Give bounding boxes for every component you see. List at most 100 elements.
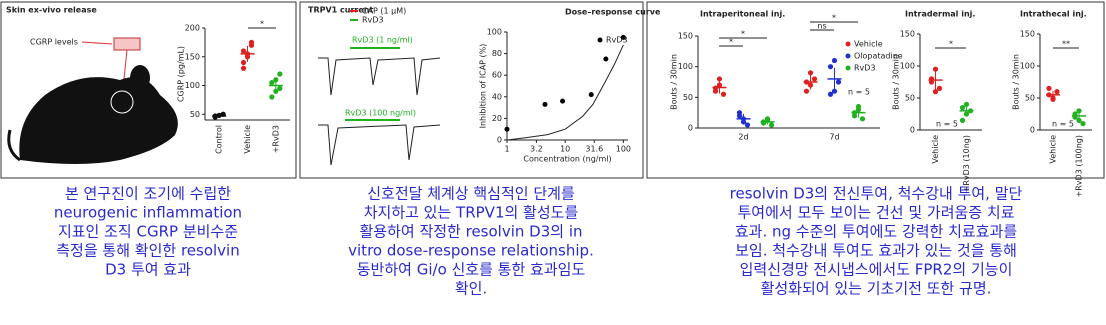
x-tick-label: Vehicle <box>931 135 940 164</box>
y-tick-label: 100 <box>1020 62 1035 71</box>
y-tick-label: 100 <box>487 28 502 37</box>
current-trace <box>318 57 441 96</box>
trace-label: RvD3 (1 ng/ml) <box>352 36 413 45</box>
x-tick-label: Vehicle <box>243 125 252 154</box>
y-tick-label: 0 <box>1030 126 1035 135</box>
chart-title: Intradermal inj. <box>905 10 975 19</box>
data-point <box>959 105 966 111</box>
data-point <box>811 76 818 82</box>
legend-key <box>845 65 851 71</box>
fit-curve <box>506 44 624 141</box>
sig-label: * <box>741 30 745 39</box>
caption-line: 동반하여 Gi/o 신호를 통한 효과임도 <box>357 261 586 279</box>
panel-frame <box>646 1 1105 179</box>
legend-label: RvD3 <box>606 36 628 45</box>
sig-label: * <box>260 20 264 29</box>
x-tick-label: Control <box>215 125 224 154</box>
x-tick-label: +RvD3 (10ng) <box>962 135 971 192</box>
data-point <box>1076 108 1082 114</box>
data-point <box>851 113 858 119</box>
data-point <box>588 92 594 98</box>
y-tick-label: 150 <box>900 30 915 39</box>
y-tick-label: 50 <box>683 93 693 102</box>
caption-line: 보임. 척수강내 투여도 효과가 있는 것을 통해 <box>735 242 1017 260</box>
data-point <box>716 76 723 82</box>
data-point <box>560 98 566 104</box>
data-point <box>720 91 727 97</box>
legend-label: CAP (1 μM) <box>362 7 406 16</box>
data-point <box>1046 85 1052 91</box>
legend-key <box>845 53 851 59</box>
x-tick-label: 100 <box>616 145 631 154</box>
mouse-tail <box>7 129 21 162</box>
data-point <box>248 39 255 45</box>
label: CGRP levels <box>30 38 78 47</box>
sig-label: * <box>832 14 836 23</box>
y-axis-label: Bouts / 30min <box>1012 54 1021 110</box>
y-tick-label: 40 <box>492 92 502 101</box>
caption-line: 측정을 통해 확인한 resolvin <box>56 242 239 260</box>
caption-line: 활성화되어 있는 기초기전 또한 규명. <box>761 280 992 298</box>
arrow <box>81 41 113 45</box>
panel-frame <box>299 1 644 179</box>
x-tick-label: 2d <box>738 133 748 142</box>
data-point <box>959 117 966 123</box>
current-trace <box>318 124 441 166</box>
y-tick-label: 200 <box>185 24 200 33</box>
data-point <box>932 89 939 95</box>
caption-line: resolvin D3의 전신투여, 척수강내 투여, 말단 <box>730 185 1023 203</box>
caption-line: neurogenic inflammation <box>54 204 242 222</box>
y-tick-label: 150 <box>1020 30 1035 39</box>
y-tick-label: 100 <box>185 81 200 90</box>
x-tick-label: 10 <box>560 145 570 154</box>
legend-label: Vehicle <box>854 40 883 49</box>
caption-line: vitro dose-response relationship. <box>348 242 594 260</box>
chart-title: Intrathecal inj. <box>1020 10 1087 19</box>
panel-title: Skin ex-vivo release <box>6 6 97 15</box>
y-tick-label: 50 <box>905 94 915 103</box>
sig-label: ** <box>1062 40 1070 49</box>
x-tick-label: 1 <box>504 145 509 154</box>
data-point <box>269 94 275 100</box>
legend-label: RvD3 <box>854 64 876 73</box>
x-axis-label: Concentration (ng/ml) <box>523 155 611 164</box>
data-point <box>240 65 247 71</box>
y-axis-label: Inhibition of ICAP (%) <box>479 44 488 129</box>
data-point <box>827 91 834 97</box>
data-point <box>831 88 838 94</box>
caption-line: 확인. <box>455 280 487 298</box>
sig-label: * <box>729 38 733 47</box>
data-point <box>240 59 247 66</box>
y-tick-label: 100 <box>900 62 915 71</box>
y-axis-label: Bouts / 30min <box>670 54 679 110</box>
caption-line: D3 투여 효과 <box>105 261 191 279</box>
y-tick-label: 20 <box>492 114 502 123</box>
sig-label: ns <box>817 22 826 31</box>
caption-line: 차지하고 있는 TRPV1의 활성도를 <box>364 204 579 222</box>
chart-title: Dose–response curve <box>565 8 661 17</box>
data-point <box>504 126 510 132</box>
trace-label: RvD3 (100 ng/ml) <box>345 109 416 118</box>
data-point <box>736 110 743 116</box>
y-tick-label: 60 <box>492 71 502 80</box>
y-tick-label: 0 <box>688 124 693 133</box>
data-point <box>807 70 814 76</box>
skin-site <box>110 90 134 114</box>
data-point <box>603 56 609 62</box>
y-axis-label: CGRP (pg/mL) <box>177 46 186 102</box>
panel-frame <box>0 1 297 179</box>
mouse <box>19 77 178 164</box>
caption-line: 신호전달 체계상 핵심적인 단계를 <box>367 185 575 203</box>
caption-line: 지표인 조직 CGRP 분비수준 <box>58 223 238 241</box>
data-point <box>827 64 834 70</box>
data-point <box>963 101 970 107</box>
caption-line: 본 연구진이 조기에 수립한 <box>65 185 231 203</box>
data-point <box>803 88 810 94</box>
panel-title: TRPV1 current <box>308 6 373 15</box>
x-tick-label: +RvD3 <box>271 125 280 153</box>
legend-key <box>845 41 851 47</box>
data-point <box>744 122 751 128</box>
data-point <box>269 80 275 86</box>
caption-line: 입력신경망 전시냅스에서도 FPR2의 기능이 <box>740 261 1013 279</box>
